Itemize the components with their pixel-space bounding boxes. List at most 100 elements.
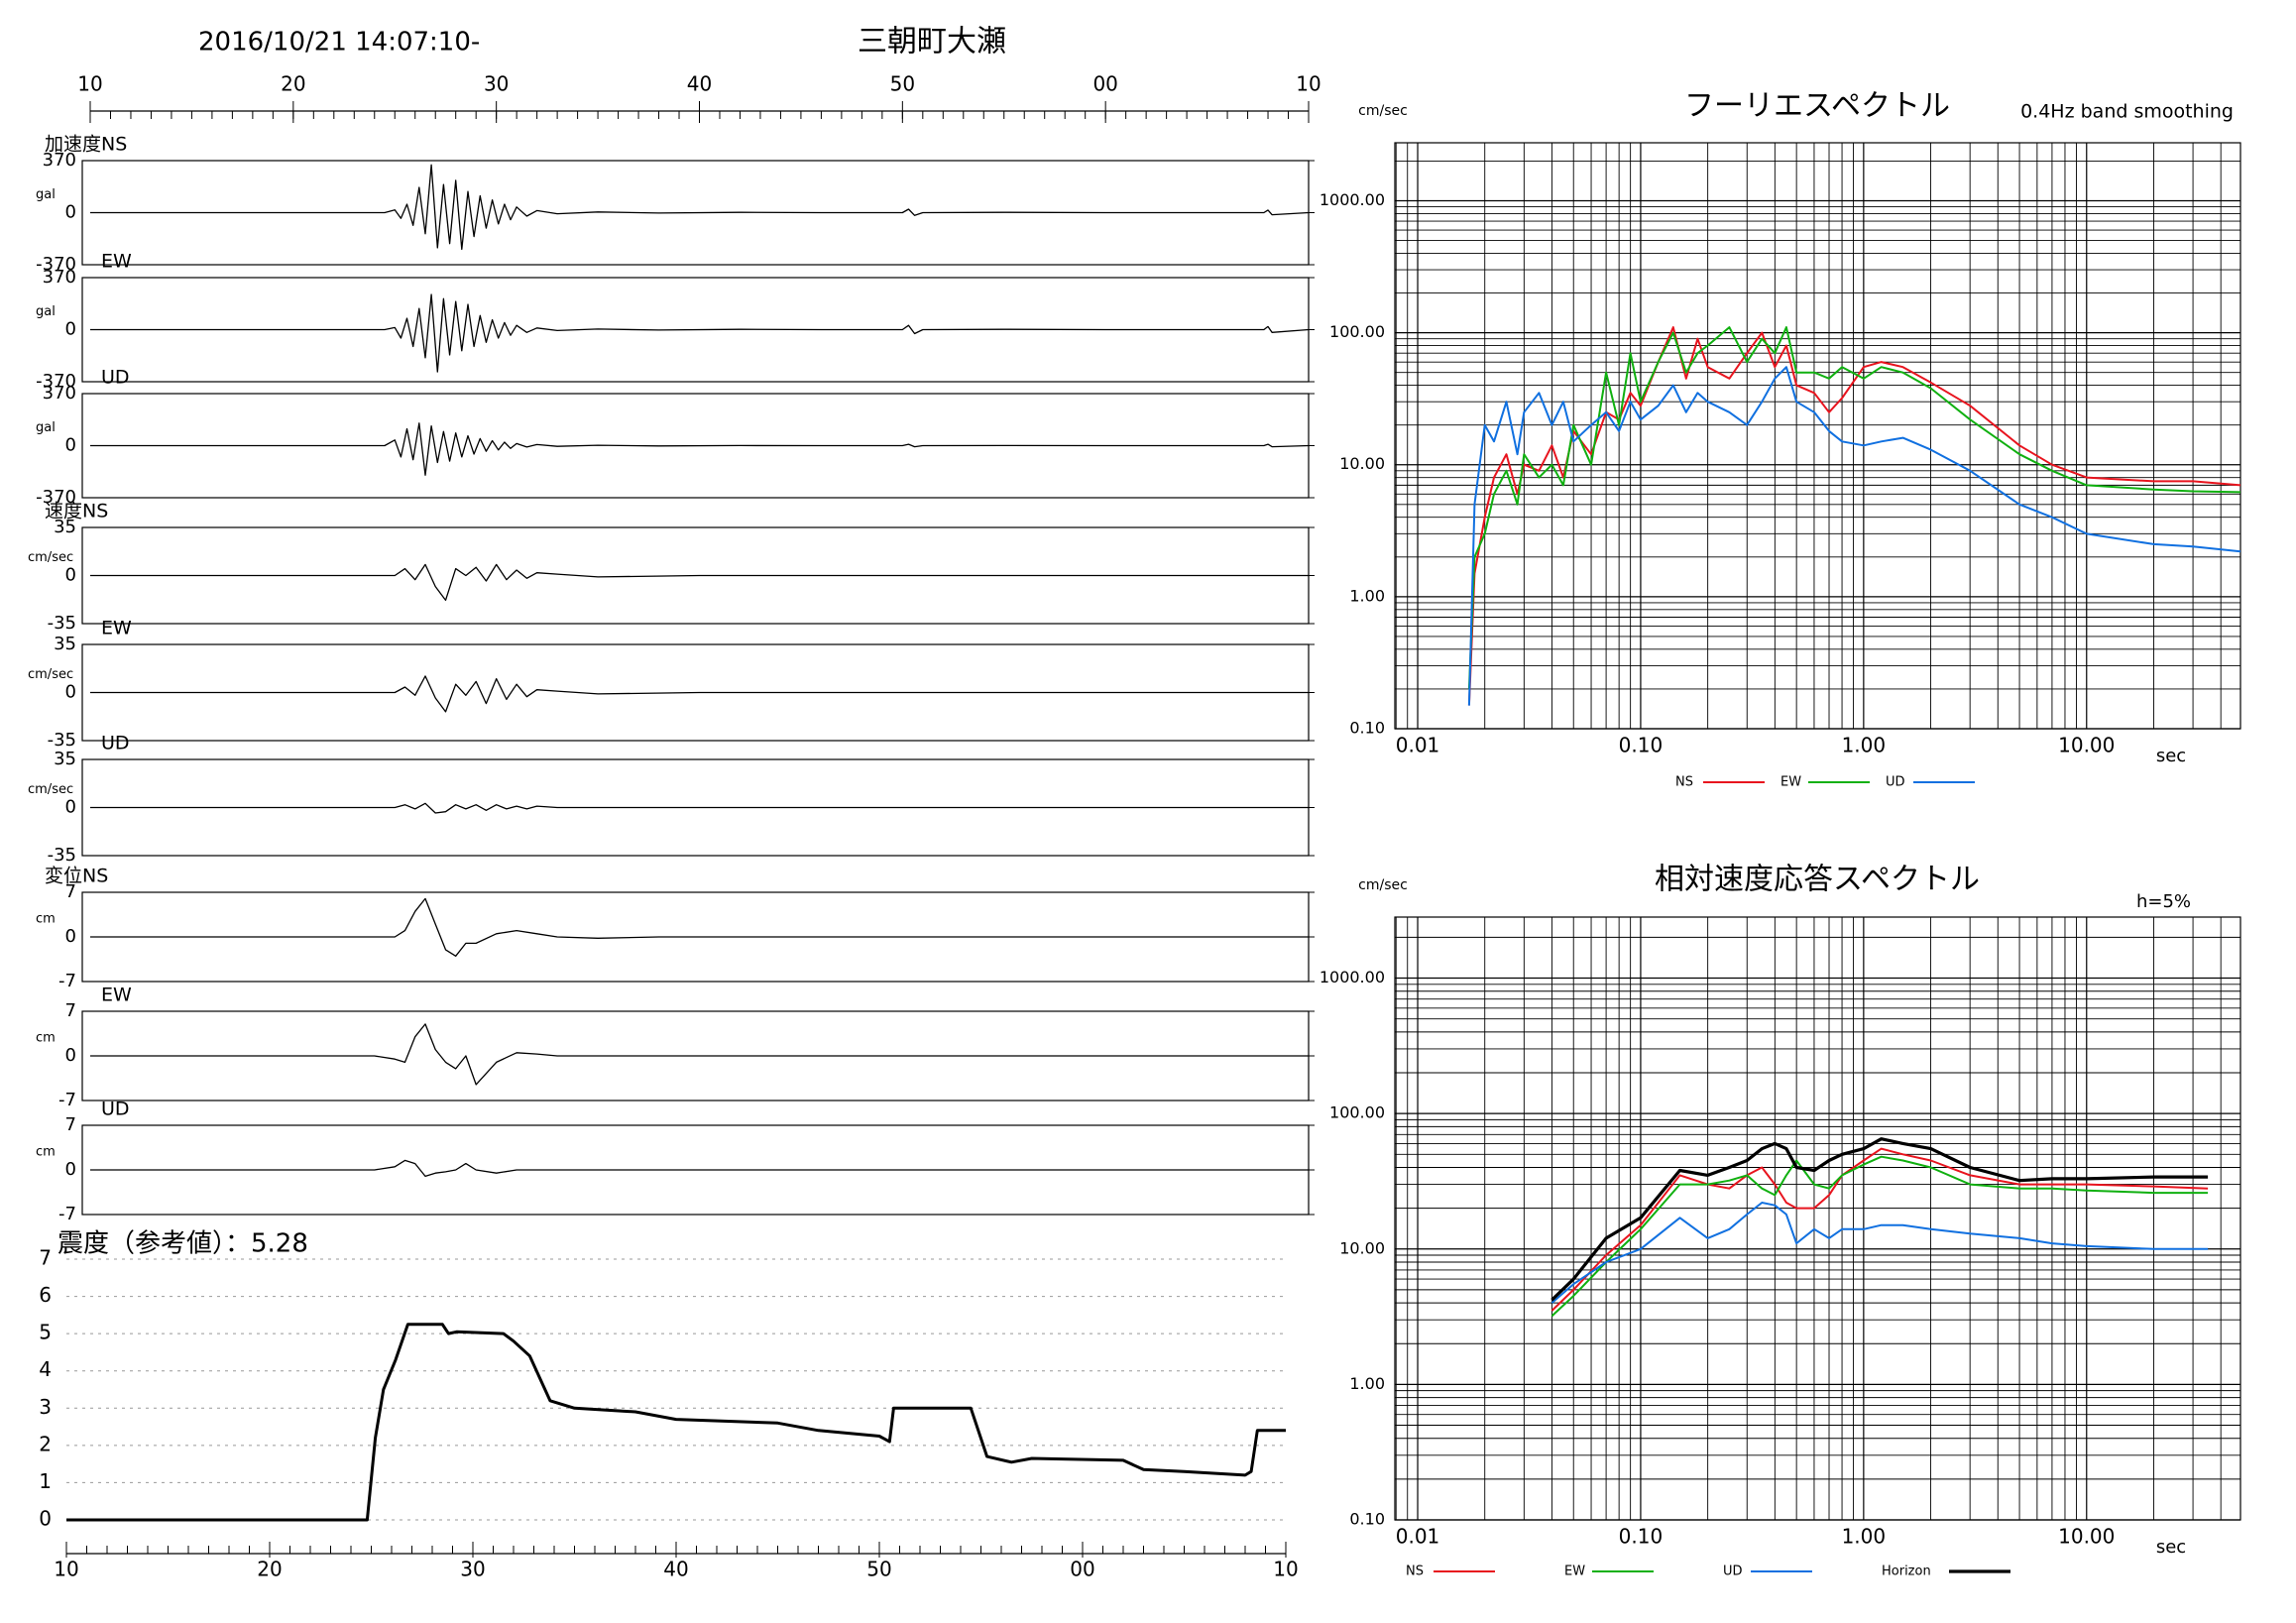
chart-title: フーリエスペクトル [1684,89,1950,124]
x-tick-label: 0.01 [1396,1525,1440,1549]
x-tick-label: 1.00 [1842,1525,1887,1549]
spectrum-line [1550,1137,2209,1302]
legend-label: EW [1780,775,1801,790]
unit-label: cm/sec [28,782,73,797]
y-axis-label: cm/sec [1358,103,1408,119]
unit-label: gal [36,420,56,435]
y-tick-label: 2 [39,1432,52,1455]
x-tick-label: 10 [1296,72,1320,96]
channel-label: UD [101,367,130,389]
y-tick-label: -370 [36,371,76,392]
x-tick-label: 0.10 [1619,1525,1664,1549]
y-tick-label: 1.00 [1349,586,1385,605]
y-tick-label: -35 [48,730,76,751]
y-tick-label: 35 [54,634,76,654]
waveform [90,897,1309,957]
y-tick-label: 3 [39,1395,52,1419]
y-tick-label: 7 [65,1114,76,1135]
x-tick-label: 0.10 [1619,734,1664,757]
y-tick-label: 10.00 [1339,1238,1385,1257]
waveform [90,422,1310,476]
channel-label: UD [101,733,130,754]
y-tick-label: 0 [65,926,76,947]
y-tick-label: 0 [39,1507,52,1531]
y-tick-label: 10.00 [1339,454,1385,473]
y-tick-label: 7 [65,1000,76,1021]
spectrum-line [1550,1147,2209,1312]
spectrum-line [1467,366,2241,706]
y-tick-label: -7 [58,1204,76,1224]
y-tick-label: 0 [65,202,76,223]
y-tick-label: 0 [65,319,76,340]
x-tick-label: 10 [77,72,102,96]
x-tick-label: 10.00 [2058,1525,2115,1549]
y-axis-label: cm/sec [1358,877,1408,893]
channel-label: 変位NS [45,866,108,887]
waveform [90,675,1309,713]
unit-label: cm [36,912,56,927]
y-tick-label: 100.00 [1329,322,1385,341]
y-tick-label: 35 [54,749,76,769]
y-tick-label: 1000.00 [1320,190,1385,209]
waveform [90,1159,1309,1178]
legend-label: UD [1886,775,1905,790]
y-tick-label: 5 [39,1321,52,1344]
y-tick-label: 7 [65,881,76,902]
chart-title: 相対速度応答スペクトル [1655,863,1980,897]
x-tick-label: 10 [54,1558,78,1581]
y-tick-label: 370 [43,150,76,171]
y-tick-label: -370 [36,487,76,508]
y-tick-label: 0.10 [1349,1510,1385,1529]
y-tick-label: 35 [54,517,76,537]
channel-label: EW [101,618,132,639]
unit-label: cm/sec [28,550,73,565]
x-tick-label: 50 [866,1558,891,1581]
x-tick-label: 1.00 [1842,734,1887,757]
chart-subtitle: 0.4Hz band smoothing [2020,101,2234,123]
y-tick-label: 1.00 [1349,1374,1385,1393]
spectrum-line [1550,1202,2209,1304]
y-tick-label: 7 [39,1246,52,1270]
x-tick-label: 10.00 [2058,734,2115,757]
x-tick-label: 00 [1070,1558,1094,1581]
legend-label: NS [1406,1565,1424,1579]
unit-label: gal [36,187,56,202]
x-tick-label: 10 [1273,1558,1298,1581]
spectrum-line [1550,1155,2209,1318]
y-tick-label: 0 [65,797,76,818]
channel-label: 加速度NS [45,134,127,156]
waveform [90,802,1309,814]
y-tick-label: -35 [48,613,76,634]
y-tick-label: -35 [48,845,76,866]
y-tick-label: 370 [43,267,76,288]
y-tick-label: 0 [65,682,76,703]
legend-label: UD [1723,1565,1743,1579]
legend-label: NS [1675,775,1693,790]
chart-title: 震度（参考値）：5.28 [57,1229,308,1259]
record-time: 2016/10/21 14:07:10- [198,28,480,58]
intensity-line [66,1323,1286,1522]
unit-label: gal [36,304,56,319]
x-tick-label: 20 [281,72,305,96]
waveform [90,1023,1309,1086]
x-tick-label: 0.01 [1396,734,1440,757]
y-tick-label: 0 [65,565,76,586]
y-tick-label: -7 [58,1090,76,1110]
x-axis-label: sec [2156,1537,2186,1558]
y-tick-label: 4 [39,1357,52,1381]
spectrum-line [1467,326,2241,689]
legend-label: EW [1564,1565,1585,1579]
y-tick-label: 1 [39,1469,52,1493]
x-axis-label: sec [2156,746,2186,766]
x-tick-label: 40 [663,1558,688,1581]
y-tick-label: 0 [65,435,76,456]
y-tick-label: 370 [43,383,76,404]
unit-label: cm [36,1145,56,1160]
channel-label: EW [101,251,132,273]
y-tick-label: -370 [36,254,76,275]
x-tick-label: 30 [460,1558,485,1581]
y-tick-label: 1000.00 [1320,968,1385,986]
x-tick-label: 00 [1092,72,1117,96]
